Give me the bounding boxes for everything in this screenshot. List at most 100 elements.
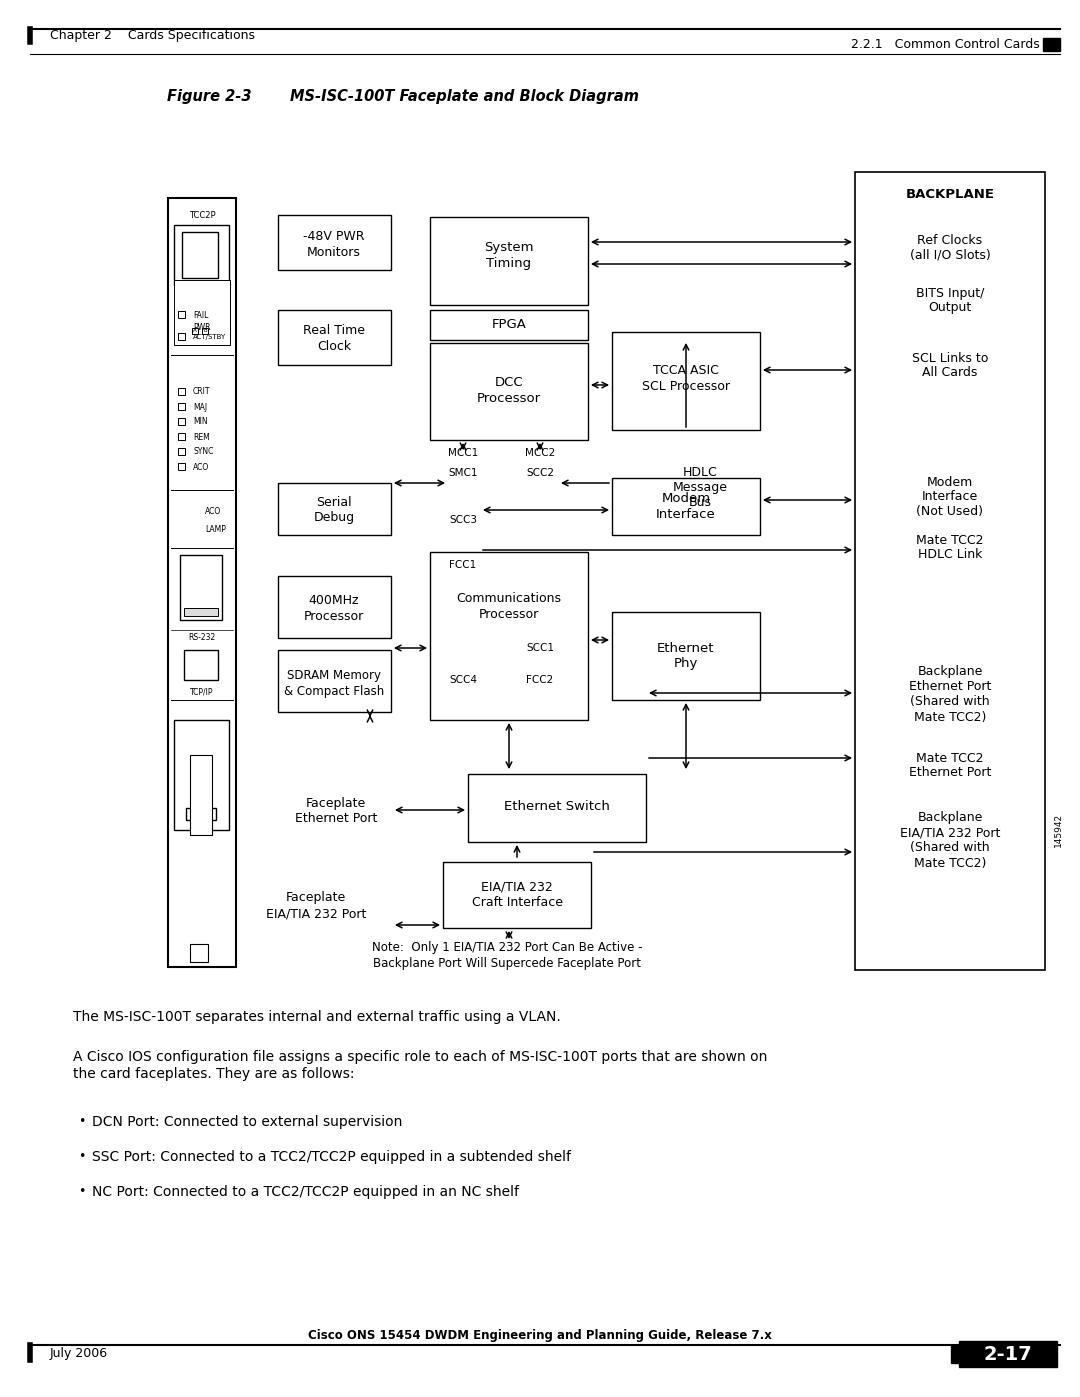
Text: Backplane: Backplane — [917, 812, 983, 824]
Text: BACKPLANE: BACKPLANE — [905, 189, 995, 201]
Text: MCC2: MCC2 — [525, 448, 555, 458]
Text: Backplane: Backplane — [917, 665, 983, 679]
Text: SCC3: SCC3 — [449, 515, 477, 525]
Text: Ethernet Port: Ethernet Port — [295, 813, 377, 826]
Bar — [174, 719, 229, 830]
Text: TCCA ASIC: TCCA ASIC — [653, 363, 719, 377]
Text: TCP/IP: TCP/IP — [190, 687, 214, 697]
Text: Faceplate: Faceplate — [306, 796, 366, 809]
Bar — [183, 232, 218, 278]
Text: The MS-ISC-100T separates internal and external traffic using a VLAN.: The MS-ISC-100T separates internal and e… — [73, 1010, 561, 1024]
Text: DCN Port: Connected to external supervision: DCN Port: Connected to external supervis… — [92, 1115, 403, 1129]
Bar — [430, 217, 588, 305]
Text: MIN: MIN — [193, 418, 207, 426]
Text: 400MHz: 400MHz — [309, 595, 360, 608]
Bar — [178, 448, 185, 455]
Text: Ethernet Switch: Ethernet Switch — [504, 800, 610, 813]
Text: DCC: DCC — [495, 377, 524, 390]
Text: SCC4: SCC4 — [449, 675, 477, 685]
Text: 2-17: 2-17 — [984, 1344, 1032, 1363]
Text: 2.2.1   Common Control Cards: 2.2.1 Common Control Cards — [851, 39, 1040, 52]
Bar — [190, 754, 212, 835]
Text: A: A — [193, 328, 197, 334]
Text: ACT/STBY: ACT/STBY — [193, 334, 226, 339]
Text: (all I/O Slots): (all I/O Slots) — [909, 249, 990, 261]
Text: Bus: Bus — [689, 496, 712, 509]
Text: (Shared with: (Shared with — [910, 696, 989, 708]
Text: July 2006: July 2006 — [50, 1347, 108, 1359]
Bar — [174, 225, 229, 285]
Text: MS-ISC-100T Faceplate and Block Diagram: MS-ISC-100T Faceplate and Block Diagram — [291, 89, 639, 105]
Text: Monitors: Monitors — [307, 246, 361, 258]
Bar — [430, 552, 588, 719]
Bar — [190, 944, 208, 963]
Text: Ref Clocks: Ref Clocks — [917, 233, 983, 246]
Bar — [1043, 38, 1059, 52]
Text: A Cisco IOS configuration file assigns a specific role to each of MS-ISC-100T po: A Cisco IOS configuration file assigns a… — [73, 1051, 768, 1065]
Text: BITS Input/: BITS Input/ — [916, 286, 984, 299]
Text: Mate TCC2: Mate TCC2 — [916, 752, 984, 764]
Text: •: • — [79, 1185, 85, 1199]
Text: Communications: Communications — [457, 591, 562, 605]
Text: FAIL: FAIL — [193, 310, 208, 320]
Text: HDLC Link: HDLC Link — [918, 549, 982, 562]
Text: RS-232: RS-232 — [188, 633, 216, 643]
Text: CRIT: CRIT — [193, 387, 211, 397]
Text: SCL Links to: SCL Links to — [912, 352, 988, 365]
Bar — [959, 1341, 1057, 1368]
Bar — [855, 172, 1045, 970]
Bar — [612, 612, 760, 700]
Bar — [612, 478, 760, 535]
Text: Mate TCC2: Mate TCC2 — [916, 534, 984, 546]
Bar — [443, 862, 591, 928]
Bar — [178, 332, 185, 339]
Text: SYNC: SYNC — [193, 447, 214, 457]
Text: Processor: Processor — [303, 610, 364, 623]
Text: SCC1: SCC1 — [526, 643, 554, 652]
Text: SMC1: SMC1 — [448, 468, 477, 478]
Bar — [178, 418, 185, 425]
Text: (Shared with: (Shared with — [910, 841, 989, 855]
Bar — [180, 555, 222, 620]
Bar — [202, 328, 208, 334]
Bar — [178, 462, 185, 469]
Bar — [278, 215, 391, 270]
Bar — [178, 402, 185, 409]
Text: HDLC: HDLC — [683, 465, 717, 479]
Bar — [278, 483, 391, 535]
Text: SSC Port: Connected to a TCC2/TCC2P equipped in a subtended shelf: SSC Port: Connected to a TCC2/TCC2P equi… — [92, 1150, 571, 1164]
Text: (Not Used): (Not Used) — [917, 506, 984, 518]
Text: B: B — [203, 328, 206, 334]
Text: Backplane Port Will Supercede Faceplate Port: Backplane Port Will Supercede Faceplate … — [373, 957, 642, 970]
Text: Note:  Only 1 EIA/TIA 232 Port Can Be Active -: Note: Only 1 EIA/TIA 232 Port Can Be Act… — [372, 942, 643, 954]
Text: Serial: Serial — [316, 496, 352, 509]
Text: NC Port: Connected to a TCC2/TCC2P equipped in an NC shelf: NC Port: Connected to a TCC2/TCC2P equip… — [92, 1185, 519, 1199]
Text: Timing: Timing — [486, 257, 531, 271]
Text: MAJ: MAJ — [193, 402, 207, 412]
Text: Ethernet: Ethernet — [658, 641, 715, 655]
Text: Mate TCC2): Mate TCC2) — [914, 711, 986, 724]
Text: Processor: Processor — [478, 608, 539, 620]
Bar — [184, 608, 218, 616]
Bar — [178, 312, 185, 319]
Bar — [278, 576, 391, 638]
Text: ACO: ACO — [193, 462, 210, 472]
Text: Ethernet Port: Ethernet Port — [908, 680, 991, 693]
Text: SCL Processor: SCL Processor — [642, 380, 730, 393]
Text: Mate TCC2): Mate TCC2) — [914, 856, 986, 869]
Bar — [178, 433, 185, 440]
Text: SCC2: SCC2 — [526, 468, 554, 478]
Text: Real Time: Real Time — [303, 324, 365, 337]
Text: Ethernet Port: Ethernet Port — [908, 767, 991, 780]
Text: & Compact Flash: & Compact Flash — [284, 685, 384, 697]
Bar — [174, 279, 230, 345]
Text: •: • — [79, 1115, 85, 1127]
Text: Figure 2-3: Figure 2-3 — [167, 89, 252, 105]
Bar — [278, 310, 391, 365]
Bar — [168, 198, 237, 967]
Text: 145942: 145942 — [1053, 813, 1063, 847]
Text: -48V PWR: -48V PWR — [303, 229, 365, 243]
Text: Interface: Interface — [922, 490, 978, 503]
Text: System: System — [484, 242, 534, 254]
Text: MCC1: MCC1 — [448, 448, 478, 458]
